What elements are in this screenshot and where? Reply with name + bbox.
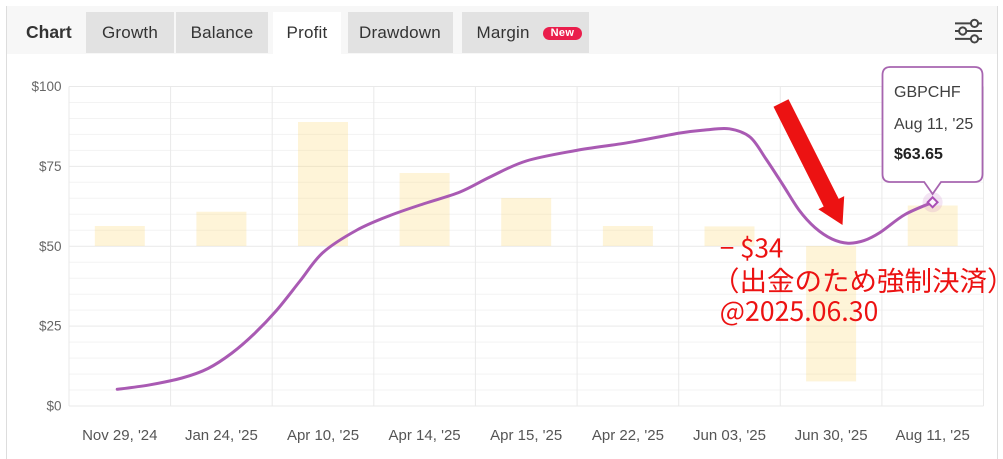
svg-text:Jun 03, '25: Jun 03, '25: [693, 427, 766, 444]
svg-text:Apr 22, '25: Apr 22, '25: [592, 427, 664, 444]
svg-text:Aug 11, '25: Aug 11, '25: [896, 427, 970, 444]
svg-text:Jun 30, '25: Jun 30, '25: [795, 427, 868, 444]
svg-text:Nov 29, '24: Nov 29, '24: [82, 427, 157, 444]
svg-text:$25: $25: [39, 319, 62, 334]
svg-text:$50: $50: [39, 239, 62, 254]
svg-text:Apr 14, '25: Apr 14, '25: [389, 427, 461, 444]
svg-text:Aug 11, '25: Aug 11, '25: [894, 116, 973, 133]
svg-text:Jan 24, '25: Jan 24, '25: [185, 427, 258, 444]
svg-text:Apr 15, '25: Apr 15, '25: [490, 427, 562, 444]
svg-text:GBPCHF: GBPCHF: [894, 84, 961, 101]
svg-text:Apr 10, '25: Apr 10, '25: [287, 427, 359, 444]
svg-text:$0: $0: [46, 399, 61, 414]
svg-text:$75: $75: [39, 159, 62, 174]
svg-text:$100: $100: [31, 79, 61, 94]
svg-text:$63.65: $63.65: [894, 146, 943, 163]
